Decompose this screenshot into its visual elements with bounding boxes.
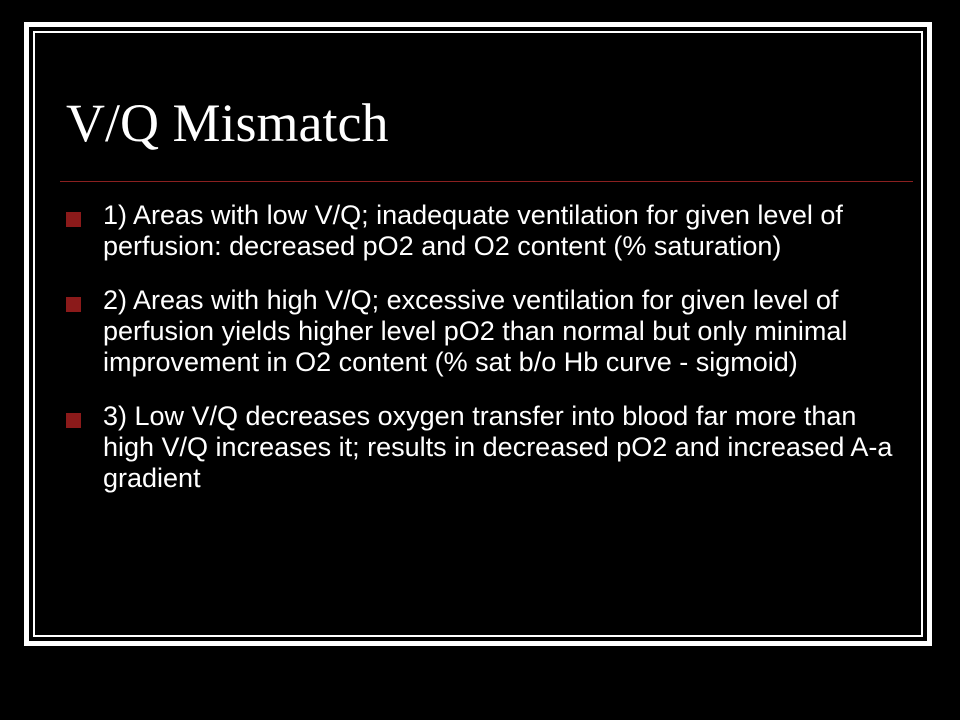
- bullet-list: 1) Areas with low V/Q; inadequate ventil…: [66, 200, 896, 517]
- bullet-text: 3) Low V/Q decreases oxygen transfer int…: [103, 401, 893, 493]
- bullet-text: 1) Areas with low V/Q; inadequate ventil…: [103, 200, 843, 261]
- slide-inner-frame: [33, 31, 923, 637]
- bullet-item: 2) Areas with high V/Q; excessive ventil…: [66, 285, 896, 378]
- square-bullet-icon: [66, 413, 81, 428]
- square-bullet-icon: [66, 212, 81, 227]
- slide-outer-frame: [24, 22, 932, 646]
- title-divider: [60, 181, 913, 182]
- slide-title: V/Q Mismatch: [66, 93, 389, 153]
- square-bullet-icon: [66, 297, 81, 312]
- bullet-text: 2) Areas with high V/Q; excessive ventil…: [103, 285, 848, 377]
- bullet-item: 3) Low V/Q decreases oxygen transfer int…: [66, 401, 896, 494]
- bullet-item: 1) Areas with low V/Q; inadequate ventil…: [66, 200, 896, 262]
